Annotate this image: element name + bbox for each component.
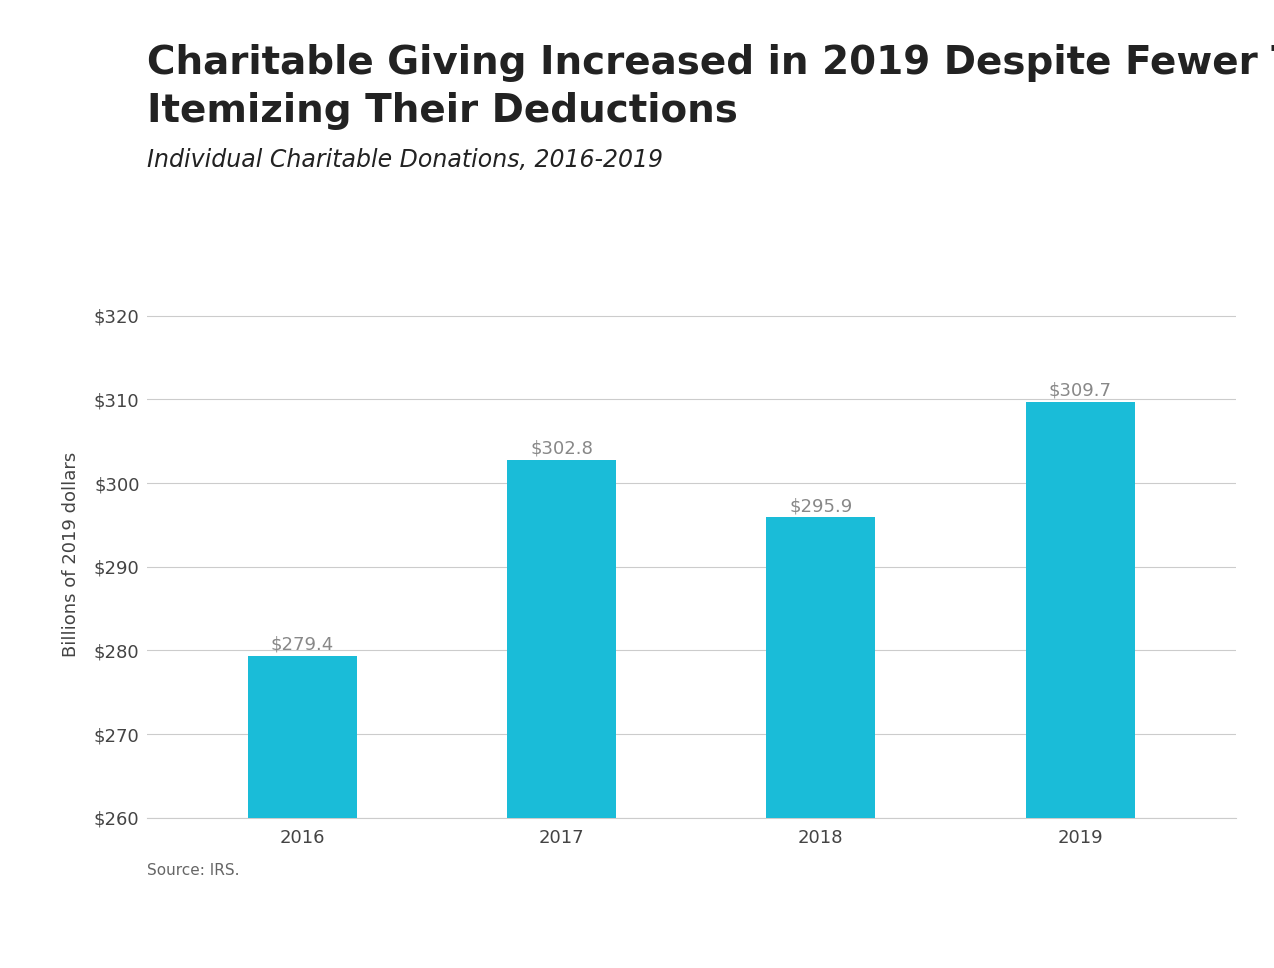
Text: $279.4: $279.4	[270, 635, 334, 653]
Y-axis label: Billions of 2019 dollars: Billions of 2019 dollars	[62, 451, 80, 657]
Bar	[767, 517, 875, 818]
Text: Individual Charitable Donations, 2016-2019: Individual Charitable Donations, 2016-20…	[147, 148, 662, 172]
Text: TAX FOUNDATION: TAX FOUNDATION	[28, 925, 248, 945]
Text: Charitable Giving Increased in 2019 Despite Fewer Taxpayers: Charitable Giving Increased in 2019 Desp…	[147, 44, 1274, 81]
Bar	[247, 655, 357, 818]
Text: $295.9: $295.9	[789, 498, 852, 515]
Text: Source: IRS.: Source: IRS.	[147, 863, 240, 878]
Bar	[507, 460, 615, 818]
Text: $309.7: $309.7	[1049, 381, 1112, 400]
Text: Itemizing Their Deductions: Itemizing Their Deductions	[147, 92, 738, 130]
Text: $302.8: $302.8	[530, 439, 592, 458]
Text: @TaxFoundation: @TaxFoundation	[1063, 925, 1246, 945]
Bar	[1026, 402, 1135, 818]
